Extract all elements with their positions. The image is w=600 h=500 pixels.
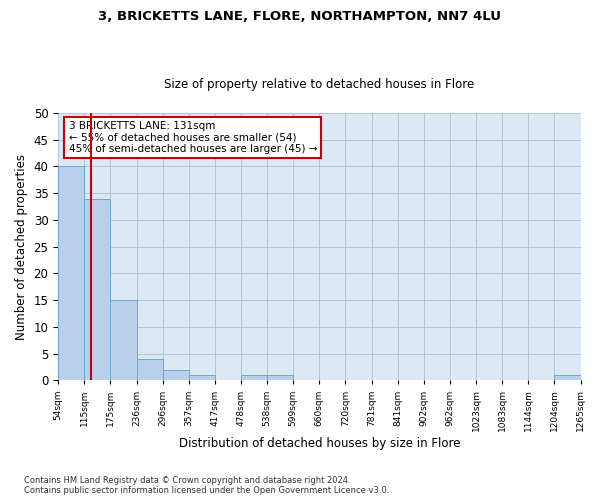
Y-axis label: Number of detached properties: Number of detached properties <box>15 154 28 340</box>
Bar <box>554 375 581 380</box>
Bar <box>110 300 137 380</box>
X-axis label: Distribution of detached houses by size in Flore: Distribution of detached houses by size … <box>179 437 460 450</box>
Bar <box>58 166 84 380</box>
Bar <box>84 198 110 380</box>
Text: Contains HM Land Registry data © Crown copyright and database right 2024.
Contai: Contains HM Land Registry data © Crown c… <box>24 476 389 495</box>
Bar <box>137 359 163 380</box>
Bar <box>267 375 293 380</box>
Text: 3 BRICKETTS LANE: 131sqm
← 55% of detached houses are smaller (54)
45% of semi-d: 3 BRICKETTS LANE: 131sqm ← 55% of detach… <box>68 121 317 154</box>
Bar <box>189 375 215 380</box>
Text: 3, BRICKETTS LANE, FLORE, NORTHAMPTON, NN7 4LU: 3, BRICKETTS LANE, FLORE, NORTHAMPTON, N… <box>98 10 502 23</box>
Title: Size of property relative to detached houses in Flore: Size of property relative to detached ho… <box>164 78 475 91</box>
Bar <box>163 370 189 380</box>
Bar <box>241 375 267 380</box>
